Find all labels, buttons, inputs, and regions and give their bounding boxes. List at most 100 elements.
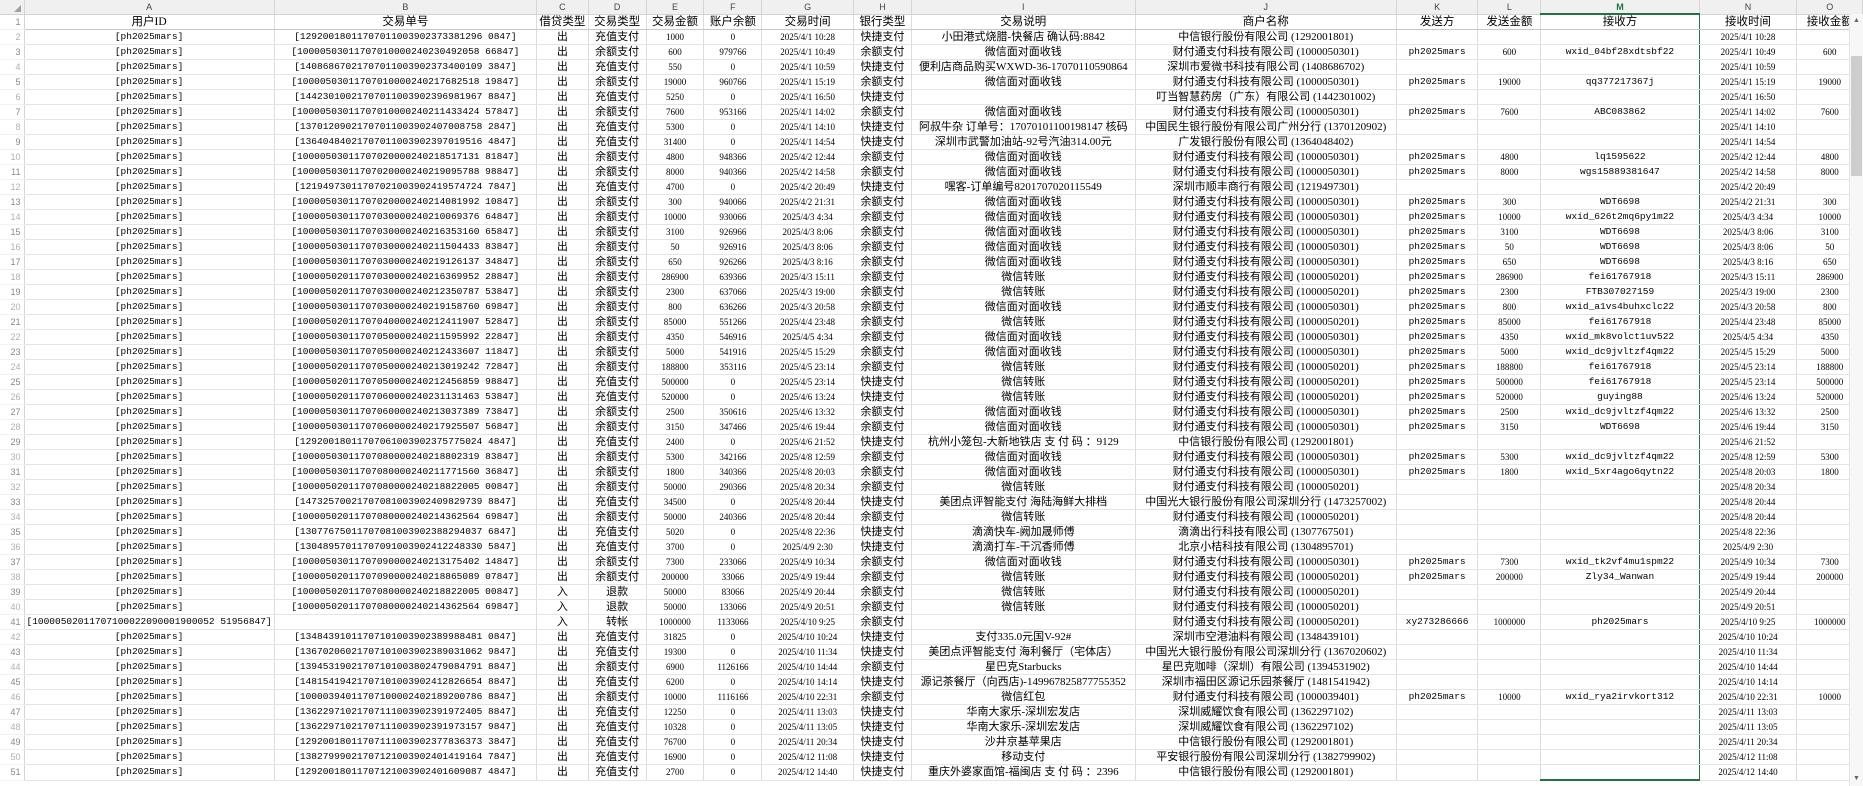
cell-d44[interactable]: 余额支付 — [588, 659, 647, 675]
cell-g43[interactable]: 2025/4/10 11:34 — [761, 644, 854, 660]
cell-n12[interactable]: 2025/4/2 20:49 — [1699, 179, 1798, 195]
cell-m44[interactable] — [1540, 659, 1700, 675]
cell-h32[interactable]: 余额支付 — [853, 479, 912, 495]
cell-n39[interactable]: 2025/4/9 20:44 — [1699, 584, 1798, 600]
cell-m16[interactable]: WDT6698 — [1540, 239, 1700, 255]
cell-h50[interactable]: 快捷支付 — [853, 749, 912, 765]
cell-i42[interactable]: 支付335.0元国V-92# — [911, 629, 1136, 645]
cell-a49[interactable]: [ph2025mars] — [24, 734, 275, 750]
table-row[interactable]: 10 [ph2025mars] [1000050301170702000024021… — [0, 149, 1863, 165]
cell-n31[interactable]: 2025/4/8 20:03 — [1699, 464, 1798, 480]
cell-h17[interactable]: 余额支付 — [853, 254, 912, 270]
cell-j44[interactable]: 星巴克咖啡（深圳）有限公司 (1394531902) — [1135, 659, 1397, 675]
cell-d37[interactable]: 余额支付 — [588, 554, 647, 570]
cell-f22[interactable]: 546916 — [703, 329, 763, 345]
table-row[interactable]: 35 [ph2025mars] [1307767501170708100390238… — [0, 524, 1863, 540]
cell-k49[interactable] — [1396, 734, 1479, 750]
cell-f50[interactable]: 0 — [703, 749, 763, 765]
cell-a35[interactable]: [ph2025mars] — [24, 524, 275, 540]
cell-k35[interactable] — [1396, 524, 1479, 540]
cell-f46[interactable]: 1116166 — [703, 689, 763, 705]
cell-g15[interactable]: 2025/4/3 8:06 — [761, 224, 854, 240]
cell-b46[interactable]: [10000394011707100002402189200786 8847] — [274, 689, 538, 705]
cell-d39[interactable]: 退款 — [588, 584, 647, 600]
column-header-h[interactable]: H — [853, 0, 912, 15]
cell-h5[interactable]: 余额支付 — [853, 74, 912, 90]
cell-m10[interactable]: lq1595622 — [1540, 149, 1700, 165]
cell-h13[interactable]: 余额支付 — [853, 194, 912, 210]
cell-f28[interactable]: 347466 — [703, 419, 763, 435]
cell-d9[interactable]: 充值支付 — [588, 134, 647, 150]
cell-e36[interactable]: 3700 — [646, 539, 705, 555]
cell-e18[interactable]: 286900 — [646, 269, 705, 285]
cell-k31[interactable]: ph2025mars — [1396, 464, 1479, 480]
cell-m48[interactable] — [1540, 719, 1700, 735]
cell-g25[interactable]: 2025/4/5 23:14 — [761, 374, 854, 390]
cell-c40[interactable]: 入 — [536, 599, 589, 615]
cell-b3[interactable]: [10000503011707010000240230492058 66847] — [274, 44, 538, 60]
cell-j23[interactable]: 财付通支付科技有限公司 (1000050301) — [1135, 344, 1397, 360]
cell-f9[interactable]: 0 — [703, 134, 763, 150]
table-row[interactable]: 25 [ph2025mars] [1000050201170705000024021… — [0, 374, 1863, 390]
cell-b36[interactable]: [13048957011707091003902412248330 5847] — [274, 539, 538, 555]
cell-c27[interactable]: 出 — [536, 404, 589, 420]
cell-k6[interactable] — [1396, 89, 1479, 105]
row-header-5[interactable]: 5 — [0, 74, 25, 90]
cell-a15[interactable]: [ph2025mars] — [24, 224, 275, 240]
cell-a41[interactable]: [10000502011707100022090001900052 519568… — [24, 614, 275, 630]
cell-f2[interactable]: 0 — [703, 29, 763, 45]
vertical-scrollbar[interactable]: ▲ ▼ — [1849, 14, 1863, 786]
cell-k7[interactable]: ph2025mars — [1396, 104, 1479, 120]
select-all-corner[interactable] — [0, 0, 25, 15]
cell-l7[interactable]: 7600 — [1477, 104, 1542, 120]
cell-a50[interactable]: [ph2025mars] — [24, 749, 275, 765]
header-cell-k[interactable]: 发送方 — [1396, 14, 1479, 30]
cell-l18[interactable]: 286900 — [1477, 269, 1542, 285]
cell-d21[interactable]: 余额支付 — [588, 314, 647, 330]
cell-k16[interactable]: ph2025mars — [1396, 239, 1479, 255]
cell-m11[interactable]: wgs15889381647 — [1540, 164, 1700, 180]
cell-f38[interactable]: 33066 — [703, 569, 763, 585]
cell-f19[interactable]: 637066 — [703, 284, 763, 300]
cell-m13[interactable]: WDT6698 — [1540, 194, 1700, 210]
cell-l39[interactable] — [1477, 584, 1542, 600]
cell-f16[interactable]: 926916 — [703, 239, 763, 255]
cell-f11[interactable]: 940366 — [703, 164, 763, 180]
cell-d40[interactable]: 退款 — [588, 599, 647, 615]
cell-m51[interactable] — [1540, 764, 1700, 781]
cell-n37[interactable]: 2025/4/9 10:34 — [1699, 554, 1798, 570]
column-header-g[interactable]: G — [761, 0, 854, 15]
cell-g13[interactable]: 2025/4/2 21:31 — [761, 194, 854, 210]
cell-k36[interactable] — [1396, 539, 1479, 555]
column-header-o[interactable]: O — [1796, 0, 1863, 15]
cell-l19[interactable]: 2300 — [1477, 284, 1542, 300]
cell-c15[interactable]: 出 — [536, 224, 589, 240]
cell-l41[interactable]: 1000000 — [1477, 614, 1542, 630]
cell-f10[interactable]: 948366 — [703, 149, 763, 165]
cell-m38[interactable]: Zly34_Wanwan — [1540, 569, 1700, 585]
cell-k30[interactable]: ph2025mars — [1396, 449, 1479, 465]
cell-n3[interactable]: 2025/4/1 10:49 — [1699, 44, 1798, 60]
header-cell-i[interactable]: 交易说明 — [911, 14, 1136, 30]
cell-h10[interactable]: 余额支付 — [853, 149, 912, 165]
cell-i14[interactable]: 微信面对面收钱 — [911, 209, 1136, 225]
cell-k39[interactable] — [1396, 584, 1479, 600]
cell-d43[interactable]: 充值支付 — [588, 644, 647, 660]
cell-f8[interactable]: 0 — [703, 119, 763, 135]
cell-i31[interactable]: 微信面对面收钱 — [911, 464, 1136, 480]
cell-n43[interactable]: 2025/4/10 11:34 — [1699, 644, 1798, 660]
cell-l24[interactable]: 188800 — [1477, 359, 1542, 375]
cell-g41[interactable]: 2025/4/10 9:25 — [761, 614, 854, 630]
cell-g30[interactable]: 2025/4/8 12:59 — [761, 449, 854, 465]
cell-l3[interactable]: 600 — [1477, 44, 1542, 60]
cell-a2[interactable]: [ph2025mars] — [24, 29, 275, 45]
cell-a8[interactable]: [ph2025mars] — [24, 119, 275, 135]
cell-j50[interactable]: 平安银行股份有限公司深圳分行 (1382799902) — [1135, 749, 1397, 765]
table-row[interactable]: 18 [ph2025mars] [1000050201170703000024021… — [0, 269, 1863, 285]
cell-i2[interactable]: 小田港式烧腊-快餐店 确认码:8842 — [911, 29, 1136, 45]
cell-a46[interactable]: [ph2025mars] — [24, 689, 275, 705]
scroll-up-arrow-icon[interactable]: ▲ — [1853, 17, 1860, 24]
cell-j33[interactable]: 中国光大银行股份有限公司深圳分行 (1473257002) — [1135, 494, 1397, 510]
cell-n30[interactable]: 2025/4/8 12:59 — [1699, 449, 1798, 465]
